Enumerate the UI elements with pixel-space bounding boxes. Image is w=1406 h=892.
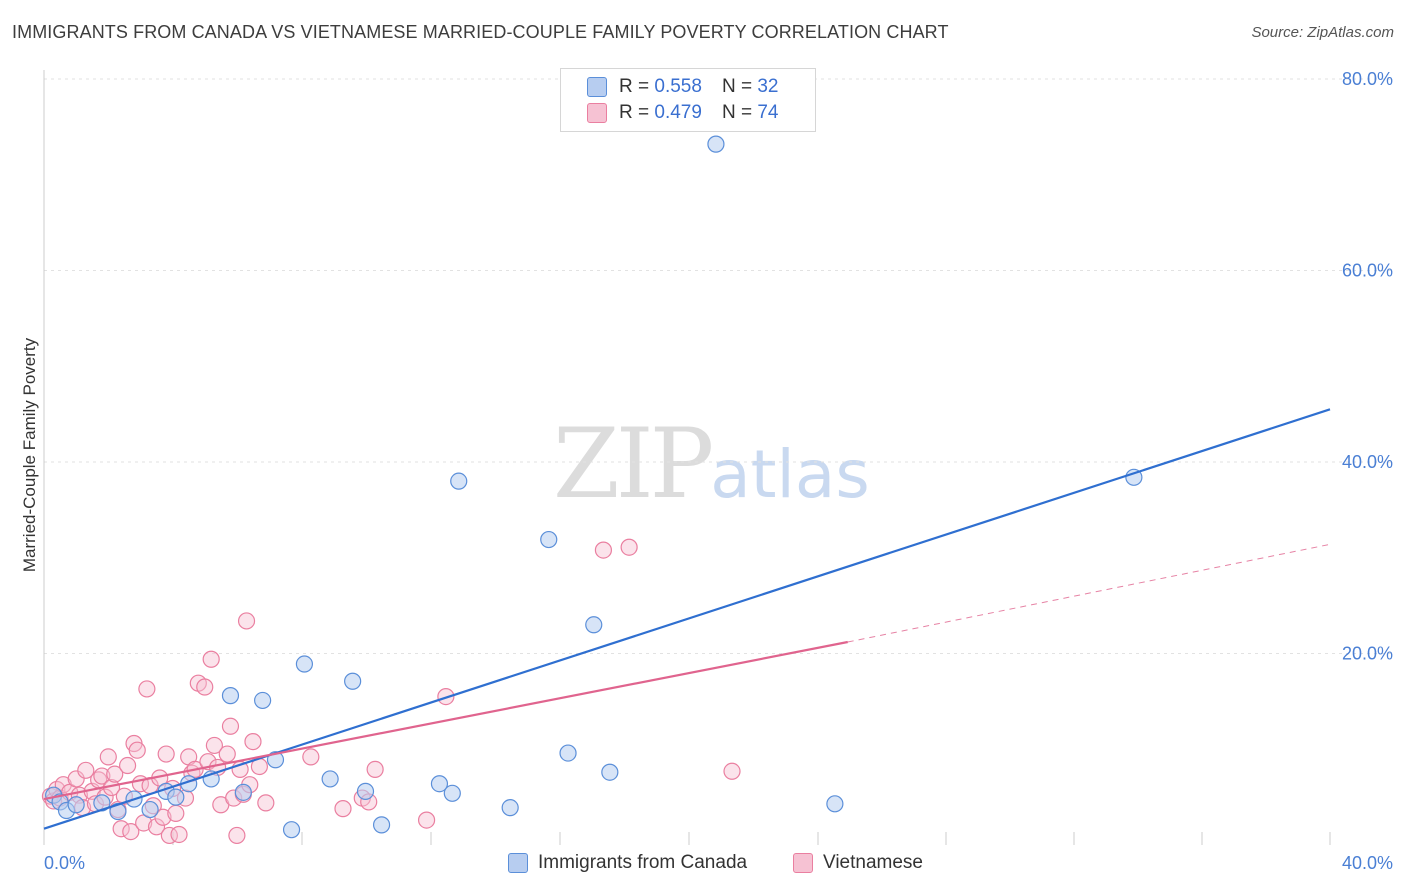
canada-point: [601, 763, 619, 781]
legend-r-value-canada: 0.558: [654, 76, 702, 97]
canada-point: [1125, 468, 1143, 486]
vietnamese-point: [122, 822, 140, 841]
watermark-atlas: atlas: [710, 436, 870, 513]
vietnamese-point: [202, 650, 220, 668]
source-label: Source: ZipAtlas.com: [1251, 24, 1394, 41]
legend: R = 0.558 N = 32 R = 0.479 N = 74: [560, 68, 816, 132]
watermark: ZIPatlas: [553, 408, 870, 520]
canada-point: [501, 799, 519, 817]
y-tick-label: 60.0%: [1342, 261, 1393, 281]
x-tick-label: 40.0%: [1342, 853, 1393, 873]
canada-point: [167, 788, 185, 806]
vietnamese-point: [170, 825, 188, 844]
canada-point: [707, 135, 725, 153]
vietnamese-point: [99, 748, 117, 766]
legend-r-value-vietnamese: 0.479: [654, 102, 702, 123]
vietnamese-point: [196, 678, 214, 696]
vietnamese-point: [118, 756, 137, 775]
vietnamese-point: [77, 761, 95, 779]
canada-point: [266, 751, 285, 769]
bottom-legend-vietnamese: Vietnamese: [793, 852, 923, 874]
canada-point: [234, 783, 252, 801]
canada-point: [372, 816, 391, 834]
vietnamese-point: [157, 745, 175, 763]
bottom-legend-label-canada: Immigrants from Canada: [538, 852, 748, 873]
canada-point: [450, 472, 468, 490]
legend-r-label: R =: [619, 76, 650, 97]
bottom-legend-label-vietnamese: Vietnamese: [823, 852, 923, 873]
vietnamese-point: [218, 745, 236, 763]
canada-point: [826, 795, 844, 813]
vietnamese-point: [106, 765, 124, 783]
legend-row-canada: R = 0.558 N = 32: [587, 74, 778, 100]
legend-n-value-canada: 32: [757, 76, 779, 97]
vietnamese-point: [112, 820, 130, 838]
canada-trend-line: [43, 408, 1331, 830]
canada-point: [67, 796, 85, 814]
vietnamese-point: [366, 760, 384, 778]
vietnamese-trend-line: [43, 640, 848, 801]
legend-row-vietnamese: R = 0.479 N = 74: [587, 100, 778, 126]
canada-point: [221, 687, 240, 705]
vietnamese-point: [334, 800, 352, 818]
bottom-legend-swatch-vietnamese: [793, 853, 813, 873]
vietnamese-point: [205, 736, 223, 755]
vietnamese-point: [167, 804, 185, 823]
vietnamese-point: [723, 762, 741, 780]
vietnamese-point: [594, 541, 613, 559]
legend-n-label: N =: [721, 76, 753, 97]
vietnamese-trend-extension: [847, 543, 1331, 643]
vietnamese-point: [128, 741, 146, 759]
x-tick-label: 0.0%: [44, 853, 85, 873]
vietnamese-point: [147, 818, 166, 836]
legend-swatch-canada: [587, 77, 607, 97]
canada-point: [282, 821, 301, 839]
bottom-legend-swatch-canada: [508, 853, 528, 873]
y-tick-label: 20.0%: [1342, 644, 1393, 664]
y-tick-label: 40.0%: [1342, 452, 1393, 472]
vietnamese-point: [237, 612, 256, 630]
watermark-zip: ZIP: [553, 408, 714, 520]
vietnamese-point: [154, 808, 172, 826]
bottom-legend-canada: Immigrants from Canada: [508, 852, 747, 874]
vietnamese-point: [228, 826, 246, 845]
vietnamese-point: [417, 811, 436, 829]
vietnamese-point: [138, 680, 156, 698]
vietnamese-point: [302, 748, 320, 766]
canada-point: [356, 782, 375, 800]
legend-n-value-vietnamese: 74: [757, 102, 779, 123]
vietnamese-point: [244, 732, 262, 751]
canada-point: [540, 530, 558, 549]
y-tick-label: 80.0%: [1342, 69, 1393, 89]
canada-point: [254, 691, 272, 710]
legend-swatch-vietnamese: [587, 103, 607, 123]
canada-point: [295, 655, 314, 673]
vietnamese-point: [93, 767, 111, 785]
canada-point: [344, 672, 362, 690]
canada-point: [585, 616, 603, 634]
canada-point: [321, 770, 339, 788]
canada-point: [141, 800, 159, 819]
canada-point: [443, 784, 461, 802]
legend-n-label: N =: [721, 102, 753, 123]
canada-point: [430, 775, 449, 793]
legend-r-label: R =: [619, 102, 650, 123]
chart-title: IMMIGRANTS FROM CANADA VS VIETNAMESE MAR…: [12, 22, 949, 42]
vietnamese-point: [620, 538, 638, 556]
vietnamese-point: [221, 717, 240, 735]
canada-point: [559, 744, 577, 762]
vietnamese-point: [257, 794, 275, 812]
vietnamese-point: [67, 770, 85, 788]
